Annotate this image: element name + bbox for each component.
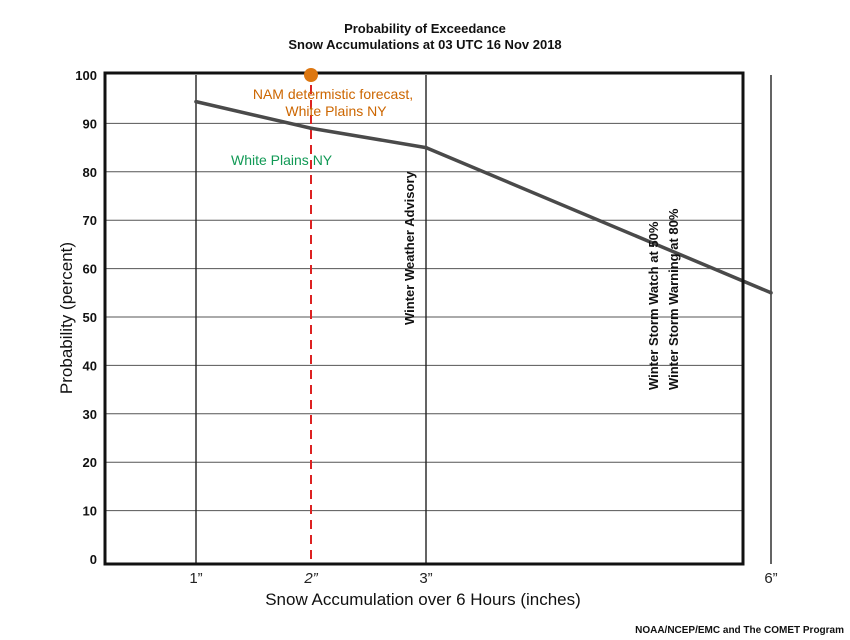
threshold-lines: [195, 75, 772, 564]
series-point-1: [194, 99, 198, 104]
nam-forecast-label-line2: White Plains NY: [285, 103, 387, 119]
x-tick-labels: 1” 2” 3” 6”: [189, 570, 777, 587]
y-tick-50: 50: [83, 310, 97, 325]
y-tick-90: 90: [83, 116, 97, 131]
x-tick-3: 3”: [419, 570, 432, 587]
y-tick-100: 100: [75, 68, 97, 83]
y-tick-30: 30: [83, 407, 97, 422]
watch-label: Winter Storm Watch at 50%: [646, 221, 661, 390]
x-tick-6: 6”: [764, 570, 777, 587]
advisory-label: Winter Weather Advisory: [402, 170, 417, 325]
nam-forecast-label-line1: NAM determistic forecast,: [253, 86, 413, 102]
y-tick-80: 80: [83, 165, 97, 180]
forecast-point-marker: [304, 68, 318, 82]
series-point-3: [424, 145, 428, 150]
grid-lines: [105, 122, 743, 512]
y-tick-40: 40: [83, 358, 97, 373]
y-axis-label: Probability (percent): [57, 242, 76, 394]
credit-text: NOAA/NCEP/EMC and The COMET Program: [635, 625, 844, 636]
y-tick-60: 60: [83, 262, 97, 277]
plot-frame: [103, 71, 745, 566]
series-point-6: [769, 291, 773, 295]
y-tick-0: 0: [90, 552, 97, 567]
series-label: White Plains NY: [231, 152, 333, 168]
y-tick-labels: 0 10 20 30 40 50 60 70 80 90 100: [75, 68, 97, 567]
series-point-2: [309, 126, 313, 131]
series-line-0: [195, 99, 772, 295]
y-tick-70: 70: [83, 213, 97, 228]
y-tick-10: 10: [83, 504, 97, 519]
x-tick-1: 1”: [189, 570, 202, 587]
series-layer: [194, 99, 773, 295]
y-tick-20: 20: [83, 455, 97, 470]
chart-subtitle: Snow Accumulations at 03 UTC 16 Nov 2018: [288, 37, 561, 52]
chart-title: Probability of Exceedance: [344, 21, 506, 36]
warning-label: Winter Storm Warning at 80%: [666, 208, 681, 390]
x-axis-label: Snow Accumulation over 6 Hours (inches): [265, 590, 581, 609]
x-tick-2: 2”: [303, 570, 318, 587]
